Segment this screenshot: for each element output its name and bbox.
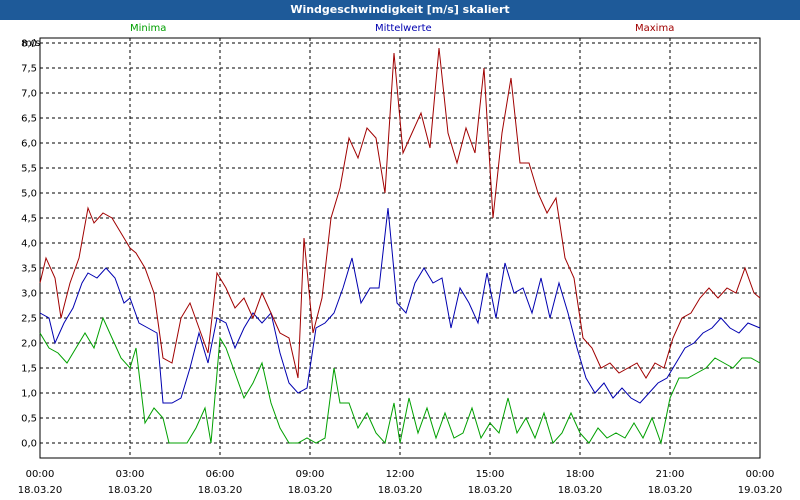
- x-tick-time: 03:00: [116, 469, 145, 480]
- x-tick-time: 12:00: [386, 469, 415, 480]
- series-line-maxima: [39, 47, 761, 379]
- y-axis-unit: m/s: [22, 38, 41, 49]
- x-tick-date: 19.03.20: [738, 485, 783, 496]
- y-tick-label: 5,0: [21, 189, 37, 200]
- y-tick-label: 5,5: [21, 164, 37, 175]
- x-tick-date: 18.03.20: [108, 485, 153, 496]
- y-tick-label: 7,5: [21, 64, 37, 75]
- y-tick-label: 3,0: [21, 289, 37, 300]
- x-tick-date: 18.03.20: [288, 485, 333, 496]
- y-tick-label: 0,0: [21, 439, 37, 450]
- series-line-minima: [39, 316, 761, 445]
- y-tick-label: 4,5: [21, 214, 37, 225]
- window-title: Windgeschwindigkeit [m/s] skaliert: [0, 0, 800, 20]
- x-tick-date: 18.03.20: [198, 485, 243, 496]
- y-tick-label: 0,5: [21, 414, 37, 425]
- legend-mittelwerte: Mittelwerte: [375, 23, 432, 34]
- legend-maxima: Maxima: [635, 23, 675, 34]
- x-tick-time: 09:00: [296, 469, 325, 480]
- x-tick-time: 06:00: [206, 469, 235, 480]
- series-line-mittelwerte: [39, 207, 761, 404]
- x-tick-time: 15:00: [476, 469, 505, 480]
- y-tick-label: 1,5: [21, 364, 37, 375]
- x-tick-date: 18.03.20: [378, 485, 423, 496]
- y-tick-label: 3,5: [21, 264, 37, 275]
- x-tick-time: 18:00: [566, 469, 595, 480]
- x-tick-date: 18.03.20: [468, 485, 513, 496]
- legend-minima: Minima: [130, 23, 167, 34]
- y-tick-label: 6,0: [21, 139, 37, 150]
- x-tick-time: 21:00: [656, 469, 685, 480]
- y-tick-label: 8,0: [21, 39, 37, 50]
- y-tick-label: 4,0: [21, 239, 37, 250]
- x-tick-date: 18.03.20: [648, 485, 693, 496]
- y-tick-label: 6,5: [21, 114, 37, 125]
- y-tick-label: 7,0: [21, 89, 37, 100]
- y-tick-label: 1,0: [21, 389, 37, 400]
- x-tick-date: 18.03.20: [558, 485, 603, 496]
- x-tick-time: 00:00: [26, 469, 55, 480]
- y-tick-label: 2,5: [21, 314, 37, 325]
- x-tick-time: 00:00: [746, 469, 775, 480]
- x-tick-date: 18.03.20: [18, 485, 63, 496]
- y-tick-label: 2,0: [21, 339, 37, 350]
